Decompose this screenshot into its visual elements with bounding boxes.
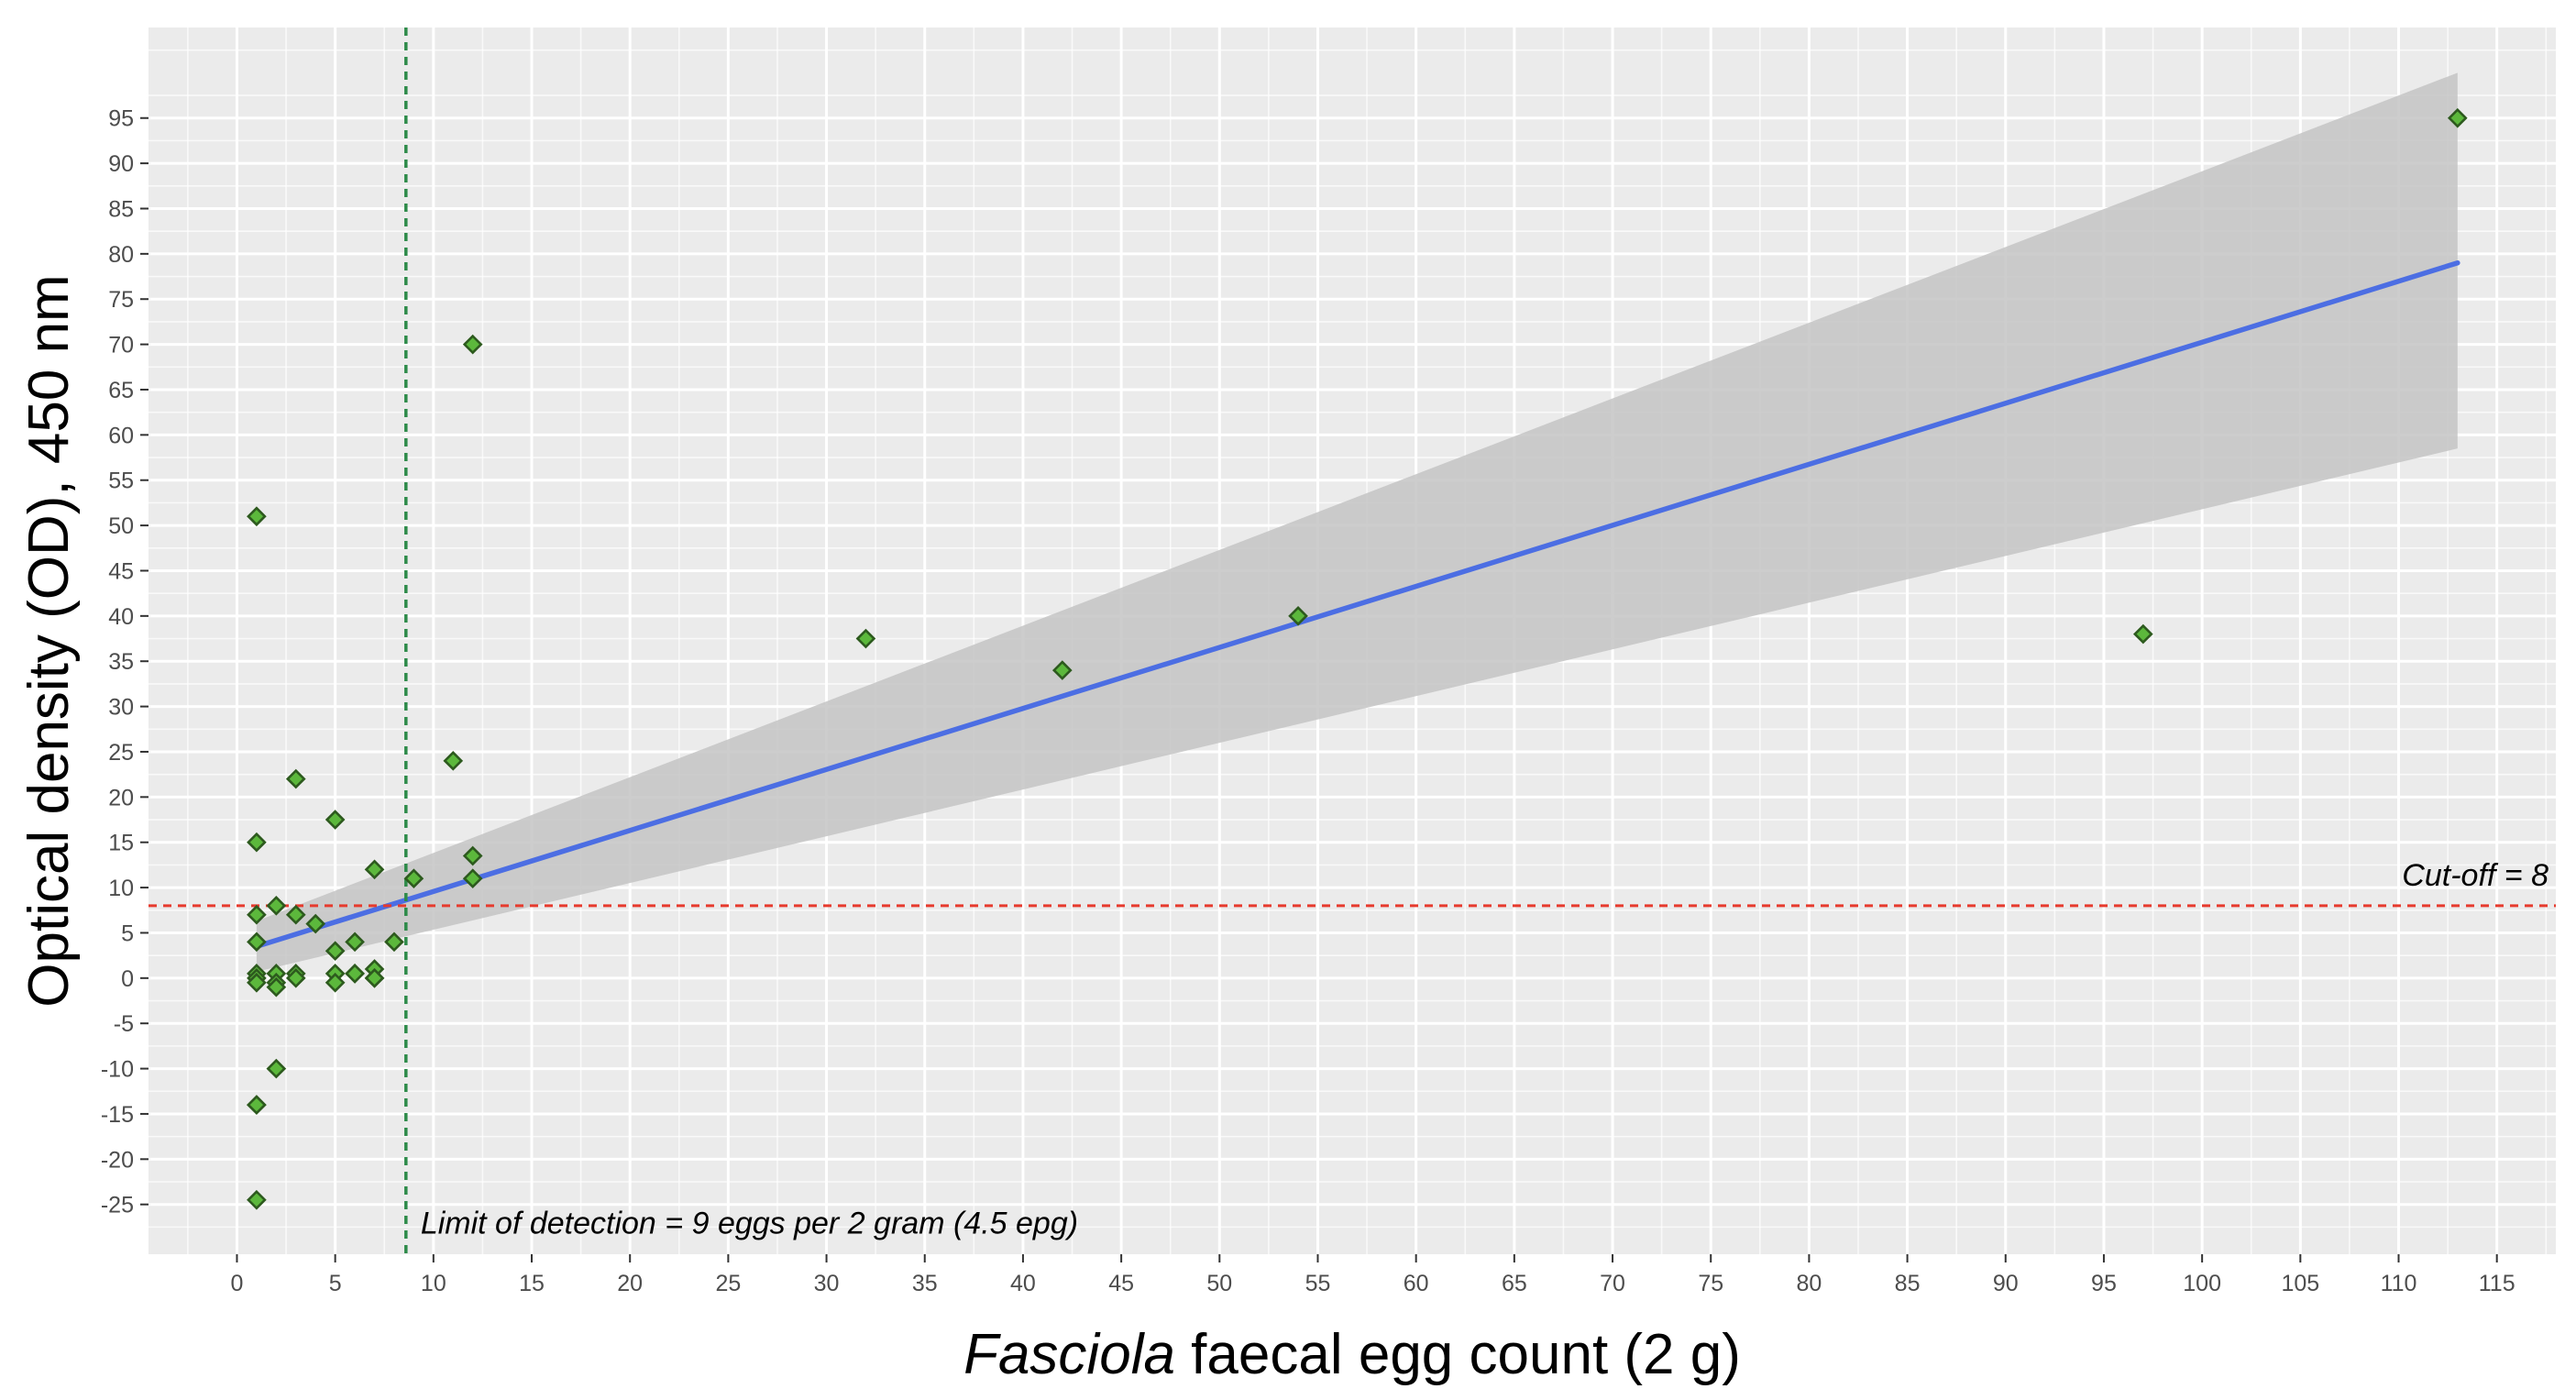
y-tick-label: 30: [108, 695, 134, 721]
x-tick-label: 90: [1993, 1271, 2019, 1296]
data-point: [345, 931, 365, 953]
data-point: [2447, 107, 2468, 128]
y-tick-label: 55: [108, 469, 134, 494]
y-tick-label: -5: [114, 1011, 134, 1037]
x-tick-label: 70: [1600, 1271, 1625, 1296]
detection-limit-label: Limit of detection = 9 eggs per 2 gram (…: [421, 1206, 1078, 1240]
data-point: [266, 895, 287, 916]
x-tick-label: 115: [2479, 1271, 2515, 1296]
x-axis-title: Fasciola faecal egg count (2 g): [963, 1323, 1741, 1386]
y-tick-label: 80: [108, 242, 134, 268]
y-tick-label: 95: [108, 106, 134, 132]
regression-line-layer: [254, 259, 2460, 950]
data-point: [285, 904, 306, 925]
data-point: [247, 832, 267, 853]
x-tick-label: 110: [2381, 1271, 2417, 1296]
y-tick-label: 15: [108, 831, 134, 856]
y-tick-label: 10: [108, 876, 134, 901]
data-points-layer: [247, 107, 2468, 1210]
y-tick-label: 85: [108, 196, 134, 222]
y-tick-label: 45: [108, 558, 134, 584]
x-tick-label: 30: [814, 1271, 840, 1296]
y-tick-label: 20: [108, 785, 134, 810]
x-tick-label: 55: [1305, 1271, 1331, 1296]
data-point: [285, 967, 306, 988]
x-axis-ticks: 0 5 10 15 20 25 30 35 40 45 50 55 60 65 70 75 80 85 90 95 10…: [231, 1254, 2515, 1296]
data-point: [462, 845, 483, 866]
data-point: [247, 972, 267, 993]
cutoff-label: Cut-off = 8: [2402, 858, 2548, 893]
data-point: [384, 931, 404, 953]
data-point: [247, 1095, 267, 1115]
data-point: [325, 941, 346, 962]
x-tick-label: 80: [1796, 1271, 1822, 1296]
y-tick-label: -25: [101, 1193, 134, 1218]
x-tick-label: 85: [1895, 1271, 1921, 1296]
x-tick-label: 60: [1404, 1271, 1429, 1296]
major-gridlines: [149, 28, 2556, 1254]
data-point: [325, 972, 346, 993]
y-tick-label: 65: [108, 378, 134, 403]
data-point: [403, 868, 424, 889]
data-point: [266, 976, 287, 998]
data-point: [325, 810, 346, 830]
data-point: [345, 964, 365, 984]
confidence-band-layer: [256, 72, 2458, 972]
y-tick-label: -20: [101, 1147, 134, 1173]
x-tick-label: 10: [421, 1271, 446, 1296]
data-point: [1288, 606, 1308, 626]
y-tick-label: -10: [101, 1057, 134, 1083]
data-point: [2132, 623, 2153, 645]
data-point: [285, 768, 306, 789]
data-point: [364, 859, 385, 880]
x-tick-label: 0: [231, 1271, 244, 1296]
data-point: [247, 904, 267, 925]
x-tick-label: 105: [2281, 1271, 2319, 1296]
x-axis-title-italic: Fasciola: [963, 1323, 1175, 1386]
x-tick-label: 45: [1108, 1271, 1134, 1296]
x-axis-title-rest: faecal egg count (2 g): [1175, 1323, 1741, 1386]
y-tick-label: 5: [121, 920, 134, 946]
x-tick-label: 20: [617, 1271, 643, 1296]
x-tick-label: 75: [1698, 1271, 1723, 1296]
data-point: [305, 913, 326, 934]
data-point: [364, 967, 385, 988]
data-point: [1051, 660, 1073, 680]
y-tick-label: 35: [108, 649, 134, 675]
data-point: [247, 1189, 267, 1210]
data-point: [443, 750, 464, 771]
y-tick-label: 0: [121, 966, 134, 992]
x-tick-label: 100: [2183, 1271, 2221, 1296]
data-point: [247, 931, 267, 953]
y-tick-label: 40: [108, 604, 134, 630]
y-tick-label: 25: [108, 740, 134, 766]
y-tick-label: 70: [108, 333, 134, 358]
x-tick-label: 15: [519, 1271, 545, 1296]
reference-lines-layer: [149, 28, 2556, 1254]
x-tick-label: 5: [329, 1271, 342, 1296]
x-tick-label: 95: [2091, 1271, 2117, 1296]
data-point: [247, 506, 267, 527]
x-tick-label: 65: [1502, 1271, 1527, 1296]
x-tick-label: 50: [1206, 1271, 1232, 1296]
y-tick-label: 50: [108, 513, 134, 539]
data-point: [266, 1058, 287, 1079]
y-tick-label: 90: [108, 151, 134, 177]
x-tick-label: 25: [715, 1271, 741, 1296]
x-tick-label: 35: [912, 1271, 938, 1296]
y-axis-title: Optical density (OD), 450 nm: [17, 274, 81, 1007]
y-axis-ticks: -25 -20 -15 -10 -5 0 5 10 15 20 25 30 35 40 45 50 55 60 65…: [101, 106, 149, 1218]
y-tick-label: -15: [101, 1102, 134, 1128]
y-tick-label: 60: [108, 423, 134, 448]
confidence-band: [256, 72, 2458, 972]
data-point: [855, 628, 876, 649]
x-tick-label: 40: [1010, 1271, 1036, 1296]
data-point: [462, 334, 483, 355]
regression-line: [254, 259, 2460, 950]
y-tick-label: 75: [108, 287, 134, 313]
data-point: [462, 868, 483, 889]
